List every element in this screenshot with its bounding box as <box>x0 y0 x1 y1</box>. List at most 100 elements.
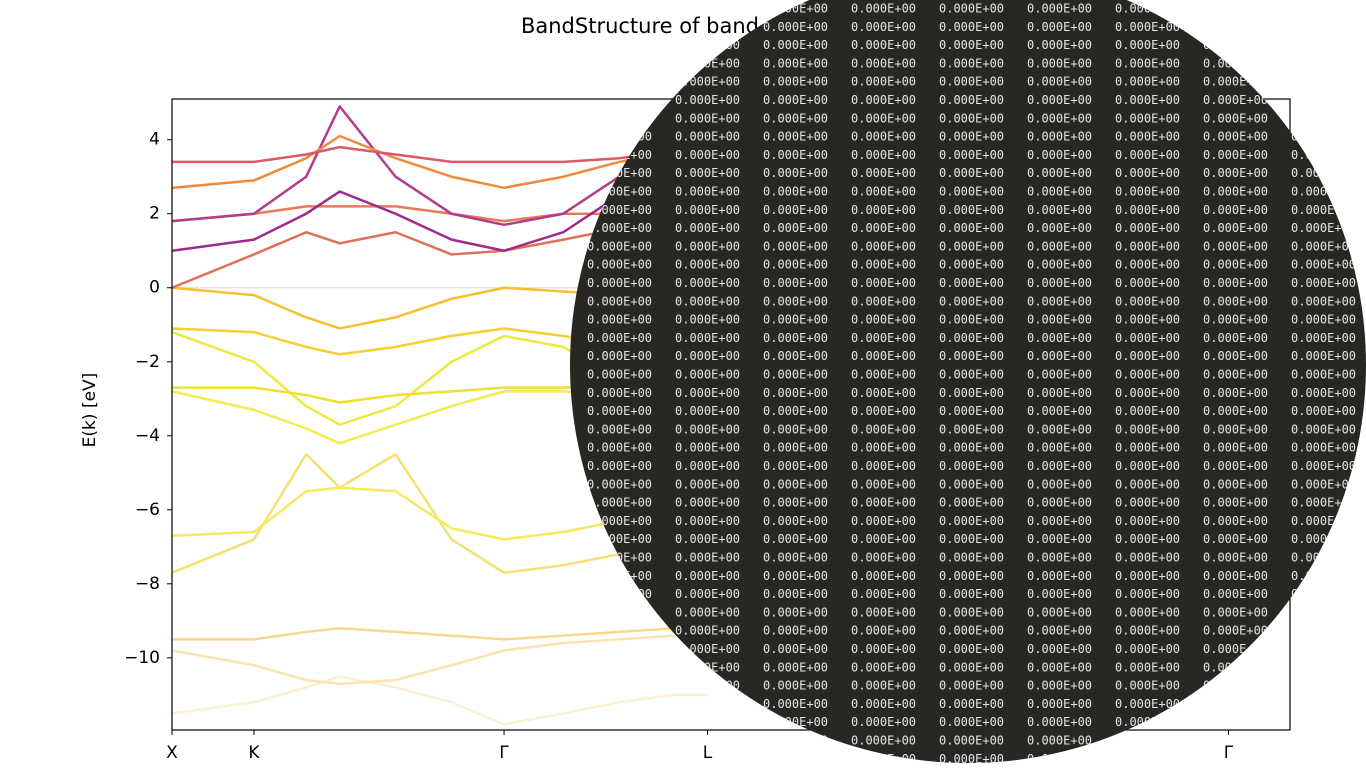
terminal-cell: 0.000E+00 <box>763 368 828 382</box>
terminal-cell: 0.000E+00 <box>763 185 828 199</box>
terminal-cell: 0.000E+00 <box>499 130 564 144</box>
terminal-cell: 0.000E+00 <box>939 459 1004 473</box>
terminal-cell: 0.000E+00 <box>851 331 916 345</box>
terminal-cell: 0.000E+00 <box>499 349 564 363</box>
terminal-cell: 0.000E+00 <box>587 587 652 601</box>
terminal-cell: 0.000E+00 <box>851 349 916 363</box>
terminal-cell: 0.000E+00 <box>1115 185 1180 199</box>
terminal-cell: 0.000E+00 <box>587 111 652 125</box>
terminal-cell: 0.000E+00 <box>1115 38 1180 52</box>
terminal-cell: 0.000E+00 <box>499 56 564 70</box>
terminal-cell: 0.000E+00 <box>499 258 564 272</box>
terminal-cell: 0.000E+00 <box>1115 93 1180 107</box>
terminal-cell: 0.000E+00 <box>1115 313 1180 327</box>
terminal-cell: 0.000E+00 <box>675 624 740 638</box>
terminal-cell: 0.000E+00 <box>1291 148 1356 162</box>
terminal-cell: 0.000E+00 <box>939 605 1004 619</box>
terminal-cell: 0.000E+00 <box>587 660 652 674</box>
terminal-overlay: 0.000E+00 0.000E+00 0.000E+00 0.000E+00 0.00… <box>499 0 1366 766</box>
terminal-cell: 0.000E+00 <box>675 532 740 546</box>
terminal-cell: 0.000E+00 <box>1115 239 1180 253</box>
terminal-cell: 0.000E+00 <box>1027 404 1092 418</box>
terminal-cell: 0.000E+00 <box>851 551 916 565</box>
terminal-cell: 0.000E+00 <box>939 496 1004 510</box>
terminal-cell: 0.000E+00 <box>1203 185 1268 199</box>
terminal-cell: 0.000E+00 <box>851 148 916 162</box>
terminal-cell: 0.000E+00 <box>1027 752 1092 766</box>
x-tick-label: Γ <box>499 743 509 763</box>
terminal-cell: 0.000E+00 <box>1115 496 1180 510</box>
terminal-cell: 0.000E+00 <box>587 605 652 619</box>
terminal-cell: 0.000E+00 <box>763 221 828 235</box>
terminal-cell: 0.000E+00 <box>763 203 828 217</box>
terminal-cell: 0.000E+00 <box>1203 422 1268 436</box>
y-tick-label: 0 <box>149 278 160 298</box>
terminal-cell: 0.000E+00 <box>851 679 916 693</box>
terminal-cell: 0.000E+00 <box>1291 166 1356 180</box>
terminal-cell: 0.000E+00 <box>1115 166 1180 180</box>
terminal-cell: 0.000E+00 <box>939 514 1004 528</box>
terminal-cell: 0.000E+00 <box>1027 477 1092 491</box>
terminal-cell: 0.000E+00 <box>763 386 828 400</box>
terminal-cell: 0.000E+00 <box>675 569 740 583</box>
terminal-cell: 0.000E+00 <box>851 368 916 382</box>
terminal-cell: 0.000E+00 <box>499 514 564 528</box>
terminal-cell: 0.000E+00 <box>851 569 916 583</box>
terminal-cell: 0.000E+00 <box>939 551 1004 565</box>
terminal-cell: 0.000E+00 <box>1115 130 1180 144</box>
terminal-cell: 0.000E+00 <box>1291 20 1356 34</box>
terminal-cell: 0.000E+00 <box>939 752 1004 766</box>
terminal-cell: 0.000E+00 <box>1203 605 1268 619</box>
terminal-cell: 0.000E+00 <box>675 38 740 52</box>
terminal-cell: 0.000E+00 <box>1291 331 1356 345</box>
terminal-cell: 0.000E+00 <box>939 239 1004 253</box>
terminal-cell: 0.000E+00 <box>675 605 740 619</box>
y-tick-label: −4 <box>135 426 160 446</box>
terminal-cell: 0.000E+00 <box>939 75 1004 89</box>
terminal-cell: 0.000E+00 <box>499 715 564 729</box>
terminal-cell: 0.000E+00 <box>587 441 652 455</box>
terminal-cell: 0.000E+00 <box>763 404 828 418</box>
terminal-cell: 0.000E+00 <box>763 93 828 107</box>
terminal-cell: 0.000E+00 <box>587 569 652 583</box>
terminal-cell: 0.000E+00 <box>763 679 828 693</box>
y-tick-label: −2 <box>135 352 160 372</box>
terminal-cell: 0.000E+00 <box>763 624 828 638</box>
terminal-cell: 0.000E+00 <box>1291 752 1356 766</box>
terminal-cell: 0.000E+00 <box>1115 111 1180 125</box>
terminal-cell: 0.000E+00 <box>675 715 740 729</box>
terminal-cell: 0.000E+00 <box>1203 624 1268 638</box>
terminal-cell: 0.000E+00 <box>851 441 916 455</box>
terminal-cell: 0.000E+00 <box>587 496 652 510</box>
terminal-cell: 0.000E+00 <box>587 734 652 748</box>
terminal-cell: 0.000E+00 <box>1027 642 1092 656</box>
terminal-cell: 0.000E+00 <box>763 148 828 162</box>
terminal-cell: 0.000E+00 <box>1203 642 1268 656</box>
band-line <box>172 626 708 641</box>
band-line <box>172 634 708 685</box>
terminal-cell: 0.000E+00 <box>1115 422 1180 436</box>
terminal-cell: 0.000E+00 <box>1027 258 1092 272</box>
terminal-cell: 0.000E+00 <box>675 130 740 144</box>
terminal-cell: 0.000E+00 <box>675 313 740 327</box>
terminal-cell: 0.000E+00 <box>763 441 828 455</box>
terminal-cell: 0.000E+00 <box>675 368 740 382</box>
terminal-cell: 0.000E+00 <box>851 459 916 473</box>
terminal-cell: 0.000E+00 <box>1291 75 1356 89</box>
terminal-cell: 0.000E+00 <box>939 441 1004 455</box>
terminal-cell: 0.000E+00 <box>763 660 828 674</box>
terminal-cell: 0.000E+00 <box>851 203 916 217</box>
terminal-cell: 0.000E+00 <box>587 239 652 253</box>
terminal-cell: 0.000E+00 <box>675 166 740 180</box>
terminal-cell: 0.000E+00 <box>1027 532 1092 546</box>
terminal-cell: 0.000E+00 <box>763 605 828 619</box>
terminal-cell: 0.000E+00 <box>1203 38 1268 52</box>
terminal-cell: 0.000E+00 <box>939 221 1004 235</box>
terminal-cell: 0.000E+00 <box>499 75 564 89</box>
terminal-cell: 0.000E+00 <box>1203 459 1268 473</box>
terminal-cell: 0.000E+00 <box>1115 349 1180 363</box>
terminal-cell: 0.000E+00 <box>1203 2 1268 16</box>
terminal-cell: 0.000E+00 <box>763 697 828 711</box>
